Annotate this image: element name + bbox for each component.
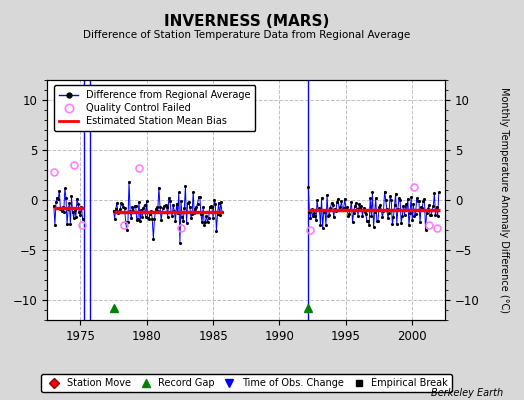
Y-axis label: Monthly Temperature Anomaly Difference (°C): Monthly Temperature Anomaly Difference (…	[499, 87, 509, 313]
Text: INVERNESS (MARS): INVERNESS (MARS)	[163, 14, 329, 29]
Legend: Station Move, Record Gap, Time of Obs. Change, Empirical Break: Station Move, Record Gap, Time of Obs. C…	[41, 374, 452, 392]
Text: Berkeley Earth: Berkeley Earth	[431, 388, 503, 398]
Text: Difference of Station Temperature Data from Regional Average: Difference of Station Temperature Data f…	[83, 30, 410, 40]
